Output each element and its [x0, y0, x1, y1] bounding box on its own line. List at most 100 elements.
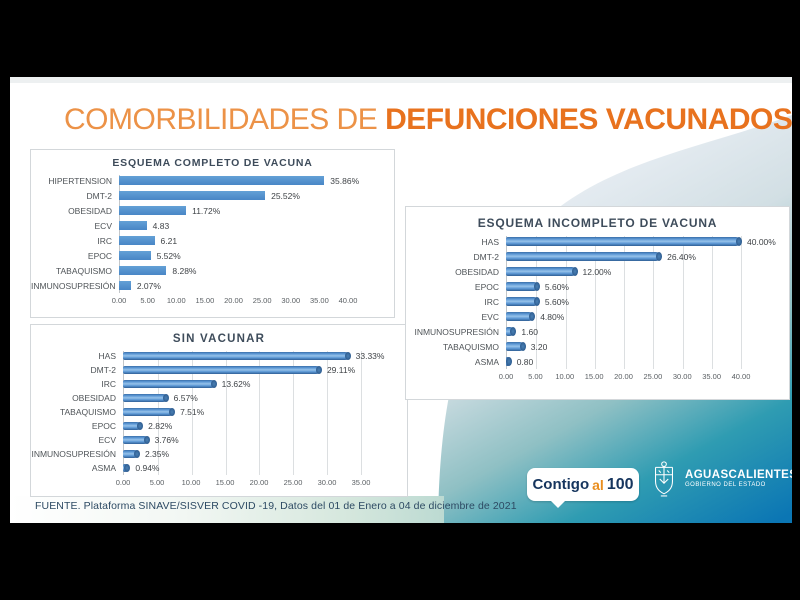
bar: [505, 357, 512, 366]
bar-track: 3.76%: [123, 435, 361, 445]
bar: [123, 366, 322, 374]
bar-row: IRC 13.62%: [31, 377, 407, 391]
category-label: IRC: [97, 235, 112, 246]
aguascalientes-logo: AGUASCALIENTES GOBIERNO DEL ESTADO: [651, 461, 792, 497]
axis-tick-label: 25.00: [283, 478, 303, 487]
bar-track: 12.00%: [506, 267, 741, 277]
axis-tick-label: 15.00: [215, 478, 235, 487]
bar-track: 26.40%: [506, 251, 741, 262]
bar-value-label: 6.21: [160, 235, 178, 246]
bar: [123, 408, 176, 416]
category-label: IRC: [484, 296, 499, 307]
bar: [506, 237, 742, 246]
chart-title: SIN VACUNAR: [172, 333, 266, 345]
bar-row: IRC 6.21: [31, 233, 394, 248]
bar-track: 8.28%: [119, 266, 348, 276]
al-word: al: [592, 476, 604, 493]
bottom-gradient-strip: [10, 496, 444, 523]
bar-row: EVC 4.80%: [406, 309, 789, 324]
chart-title: ESQUEMA INCOMPLETO DE VACUNA: [477, 216, 718, 230]
category-label: INMUNOSUPRESIÓN: [414, 326, 499, 337]
axis-tick-label: 25.00: [643, 372, 663, 381]
axis-tick-label: 20.00: [614, 372, 633, 381]
axis-tick-label: 35.00: [309, 296, 329, 305]
bar-row: TABAQUISMO 3.20: [406, 339, 789, 354]
axis-tick-label: 20.00: [249, 478, 269, 487]
gridline: [594, 236, 596, 369]
gridline: [565, 236, 567, 369]
axis-tick-label: 5.00: [149, 478, 165, 487]
bar: [506, 267, 577, 276]
bar-track: 4.83: [119, 221, 348, 231]
gridline: [741, 236, 742, 369]
bar-value-label: 2.82%: [148, 421, 173, 431]
bar-track: 5.52%: [119, 251, 348, 261]
page-title: COMORBILIDADES DE DEFUNCIONES VACUNADOS: [64, 99, 792, 141]
category-label: ECV: [98, 435, 116, 445]
bar-row: INMUNOSUPRESIÓN 2.35%: [31, 447, 407, 461]
axis-tick-label: 30.00: [317, 478, 337, 487]
bar: [119, 236, 155, 245]
slide-top-edge: [10, 77, 792, 83]
category-label: INMUNOSUPRESIÓN: [31, 280, 116, 291]
bar-value-label: 3.76%: [154, 435, 179, 445]
bar-track: 0.80: [505, 357, 741, 367]
axis-tick-label: 30.00: [672, 372, 692, 381]
bar-row: OBESIDAD 11.72%: [31, 203, 394, 218]
bar-value-label: 35.86%: [330, 175, 360, 186]
bar: [506, 252, 663, 261]
bar-track: 40.00%: [506, 237, 776, 247]
category-label: DMT-2: [86, 190, 113, 201]
chart-sin-vacunar: HAS 33.33% DMT-2 29.11% IRC 13.62% OBESIDAD 6.5…: [31, 349, 407, 494]
category-label: HAS: [481, 236, 499, 247]
bar: [119, 251, 151, 260]
bar-row: ECV 4.83: [31, 218, 394, 233]
gridline: [259, 351, 261, 475]
axis-tick-label: 30.00: [281, 296, 301, 305]
category-label: INMUNOSUPRESIÓN: [31, 449, 116, 459]
chart-title: ESQUEMA COMPLETO DE VACUNA: [112, 157, 313, 169]
category-label: EVC: [481, 311, 499, 322]
bar-value-label: 26.40%: [667, 251, 696, 262]
bar-track: 0.94%: [123, 463, 361, 473]
axis-tick-label: 35.00: [702, 372, 722, 381]
bar-track: 2.35%: [123, 449, 361, 459]
contigo-word: Contigo: [532, 476, 590, 493]
bar: [119, 281, 131, 290]
bar-track: 2.82%: [123, 421, 361, 431]
bar-value-label: 5.60%: [544, 281, 569, 292]
source-note: FUENTE. Plataforma SINAVE/SISVER COVID -…: [35, 500, 517, 512]
axis-tick-label: 0.00: [115, 478, 131, 487]
bar-track: 5.60%: [506, 297, 741, 307]
chart-card-esquema-completo: ESQUEMA COMPLETO DE VACUNA HIPERTENSION 3…: [30, 149, 395, 318]
bar: [123, 352, 351, 360]
bar-value-label: 40.00%: [747, 236, 776, 247]
bar-row: HIPERTENSION 35.86%: [31, 173, 394, 188]
bar: [506, 282, 540, 291]
bar-value-label: 25.52%: [271, 190, 300, 201]
hundred-word: 100: [606, 475, 634, 493]
bar-row: DMT-2 25.52%: [31, 188, 394, 203]
category-label: HIPERTENSION: [48, 175, 112, 186]
chart-x-axis: 0.00 5.00 10.00 15.00 20.00 25.00 30.00 35.00 40…: [499, 372, 751, 388]
chart-x-axis: 0.00 5.00 10.00 15.00 20.00 25.00 30.00 35.00: [116, 478, 371, 494]
bar-value-label: 6.57%: [173, 393, 198, 403]
page-title-light: COMORBILIDADES DE: [64, 103, 386, 136]
axis-tick-label: 0.00: [111, 296, 127, 305]
gobierno-subtitle: GOBIERNO DEL ESTADO: [685, 482, 766, 488]
bar-row: IRC 5.60%: [406, 294, 789, 309]
bar-value-label: 0.94%: [135, 463, 160, 473]
axis-tick-label: 15.00: [195, 296, 215, 305]
contigo-al-100-logo: Contigo al 100: [527, 468, 639, 508]
bar-track: 33.33%: [123, 351, 384, 361]
bar-value-label: 3.20: [530, 341, 548, 352]
bar-track: 6.57%: [123, 393, 361, 403]
aguascalientes-crest-icon: [655, 461, 673, 497]
axis-tick-label: 10.00: [555, 372, 575, 381]
bar-track: 2.07%: [119, 281, 348, 291]
chart-esquema-completo: HIPERTENSION 35.86% DMT-2 25.52% OBESIDAD 11.…: [31, 173, 394, 312]
gridline: [225, 351, 227, 475]
bar-track: 35.86%: [119, 176, 359, 186]
bar: [123, 422, 144, 430]
